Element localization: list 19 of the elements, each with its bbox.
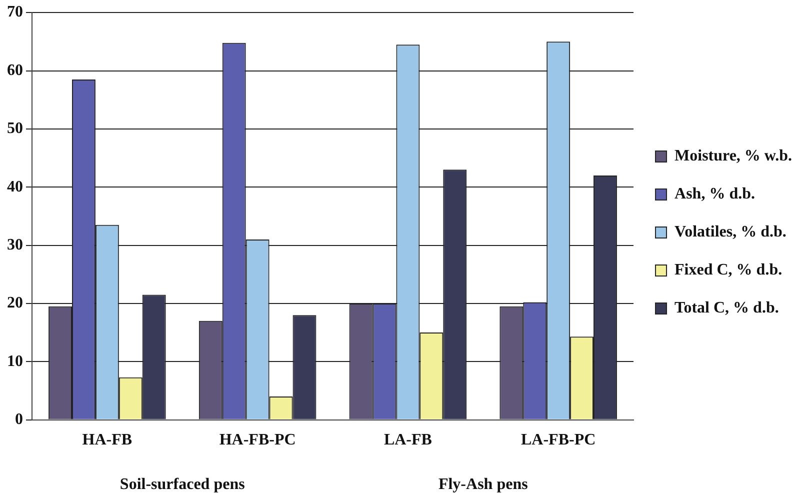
y-tick-label: 50 — [7, 120, 23, 138]
legend-label: Fixed C, % d.b. — [674, 262, 782, 279]
x-tick-label: LA-FB — [384, 432, 432, 449]
y-tick-label: 40 — [7, 178, 23, 196]
y-tick-label: 60 — [7, 62, 23, 79]
x-tick-label: HA-FB — [82, 432, 132, 449]
y-tick-label: 70 — [7, 4, 23, 21]
x-tick-label: HA-FB-PC — [219, 432, 296, 449]
y-tick-label: 0 — [15, 410, 23, 428]
text: Fly-Ash pens — [438, 476, 528, 493]
text: Soil-surfaced pens — [120, 476, 245, 493]
y-tick-label: 10 — [7, 352, 23, 370]
legend-label: Ash, % d.b. — [674, 186, 755, 203]
legend-label: Total C, % d.b. — [674, 300, 779, 317]
y-tick-label: 30 — [7, 236, 23, 254]
y-tick-label: 20 — [7, 294, 23, 312]
x-tick-label: LA-FB-PC — [521, 432, 596, 449]
legend-label: Volatiles, % d.b. — [674, 224, 786, 241]
legend-label: Moisture, % w.b. — [674, 148, 792, 165]
